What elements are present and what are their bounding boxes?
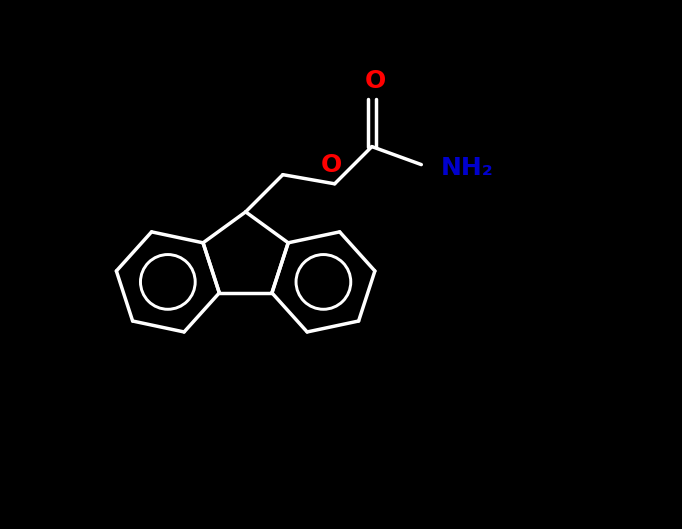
- Text: O: O: [321, 153, 342, 177]
- Text: NH₂: NH₂: [441, 156, 494, 180]
- Text: O: O: [364, 69, 386, 93]
